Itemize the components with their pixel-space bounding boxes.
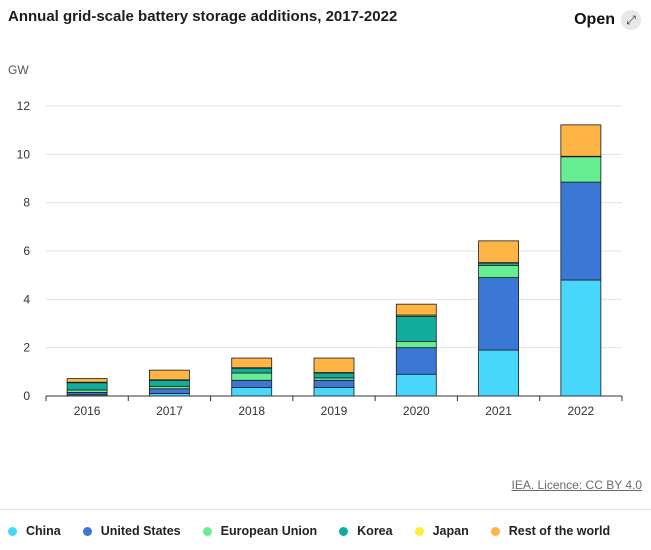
y-tick-label: 8 — [23, 196, 30, 210]
x-tick-label: 2017 — [156, 404, 183, 418]
legend-label: United States — [100, 524, 181, 538]
y-tick-label: 0 — [23, 389, 30, 403]
legend-label: European Union — [220, 524, 318, 538]
x-tick-label: 2016 — [74, 404, 101, 418]
legend-dot-icon — [339, 526, 349, 536]
legend-label: Japan — [432, 524, 469, 538]
legend-item[interactable]: European Union — [202, 524, 318, 538]
bar-segment — [66, 378, 108, 383]
legend-item[interactable]: Japan — [414, 524, 469, 538]
bar-segment — [478, 277, 519, 351]
y-tick-label: 6 — [23, 244, 30, 258]
legend-divider — [0, 509, 651, 510]
legend-item[interactable]: China — [8, 524, 61, 538]
bar-segment — [478, 349, 519, 397]
legend-label: Rest of the world — [508, 524, 611, 538]
bar-segment — [231, 387, 273, 397]
bar-segment — [313, 379, 355, 388]
y-tick-label: 12 — [17, 99, 31, 113]
bar-segment — [313, 372, 355, 379]
legend-dot-icon — [490, 526, 500, 536]
bar-segment — [66, 382, 108, 391]
bar-segment — [560, 279, 602, 397]
open-label: Open — [574, 11, 615, 28]
legend-item[interactable]: Korea — [339, 524, 393, 538]
bar-segment — [395, 315, 437, 343]
bar-segment — [395, 373, 437, 397]
legend-item[interactable]: United States — [82, 524, 181, 538]
x-tick-label: 2019 — [321, 404, 348, 418]
legend-dot-icon — [82, 526, 92, 536]
bar-segment — [149, 388, 190, 394]
chart-legend: China United States European Union Korea Jap… — [8, 524, 610, 538]
legend-dot-icon — [414, 526, 424, 536]
bar-segment — [560, 124, 602, 157]
bar-segment — [560, 156, 602, 183]
open-button[interactable]: Open ⤢ — [574, 10, 641, 30]
legend-item[interactable]: Rest of the world — [490, 524, 611, 538]
legend-dot-icon — [8, 526, 17, 536]
y-tick-label: 4 — [23, 292, 30, 306]
bar-segment — [478, 265, 519, 278]
bar-segment — [231, 367, 273, 374]
bar-segment — [478, 240, 519, 264]
chart-title: Annual grid-scale battery storage additi… — [8, 8, 398, 25]
bar-segment — [395, 303, 437, 316]
chart-svg: GW 0 2 4 6 8 10 12 2016 2017 2018 2019 2020 2021 2022 — [8, 63, 623, 418]
bar-segment — [149, 369, 190, 381]
x-tick-label: 2022 — [568, 404, 595, 418]
legend-dot-icon — [202, 526, 212, 536]
y-tick-label: 10 — [17, 147, 31, 161]
y-axis-label: GW — [8, 63, 29, 77]
x-tick-label: 2021 — [485, 404, 512, 418]
bar-segment — [231, 357, 273, 369]
bar-segment — [149, 379, 190, 387]
bar-segment — [395, 341, 437, 349]
licence-link[interactable]: IEA. Licence: CC BY 4.0 — [511, 478, 642, 492]
bar-segment — [231, 379, 273, 388]
bar-segment — [313, 387, 355, 397]
bar-segment — [231, 372, 273, 381]
bar-segment — [560, 181, 602, 281]
x-tick-label: 2020 — [403, 404, 430, 418]
y-tick-label: 2 — [23, 341, 30, 355]
bar-segment — [313, 357, 355, 373]
expand-arrows-icon[interactable]: ⤢ — [621, 10, 641, 30]
x-tick-label: 2018 — [238, 404, 265, 418]
legend-label: Korea — [357, 524, 393, 538]
bar-segment — [395, 347, 437, 375]
legend-label: China — [26, 524, 61, 538]
